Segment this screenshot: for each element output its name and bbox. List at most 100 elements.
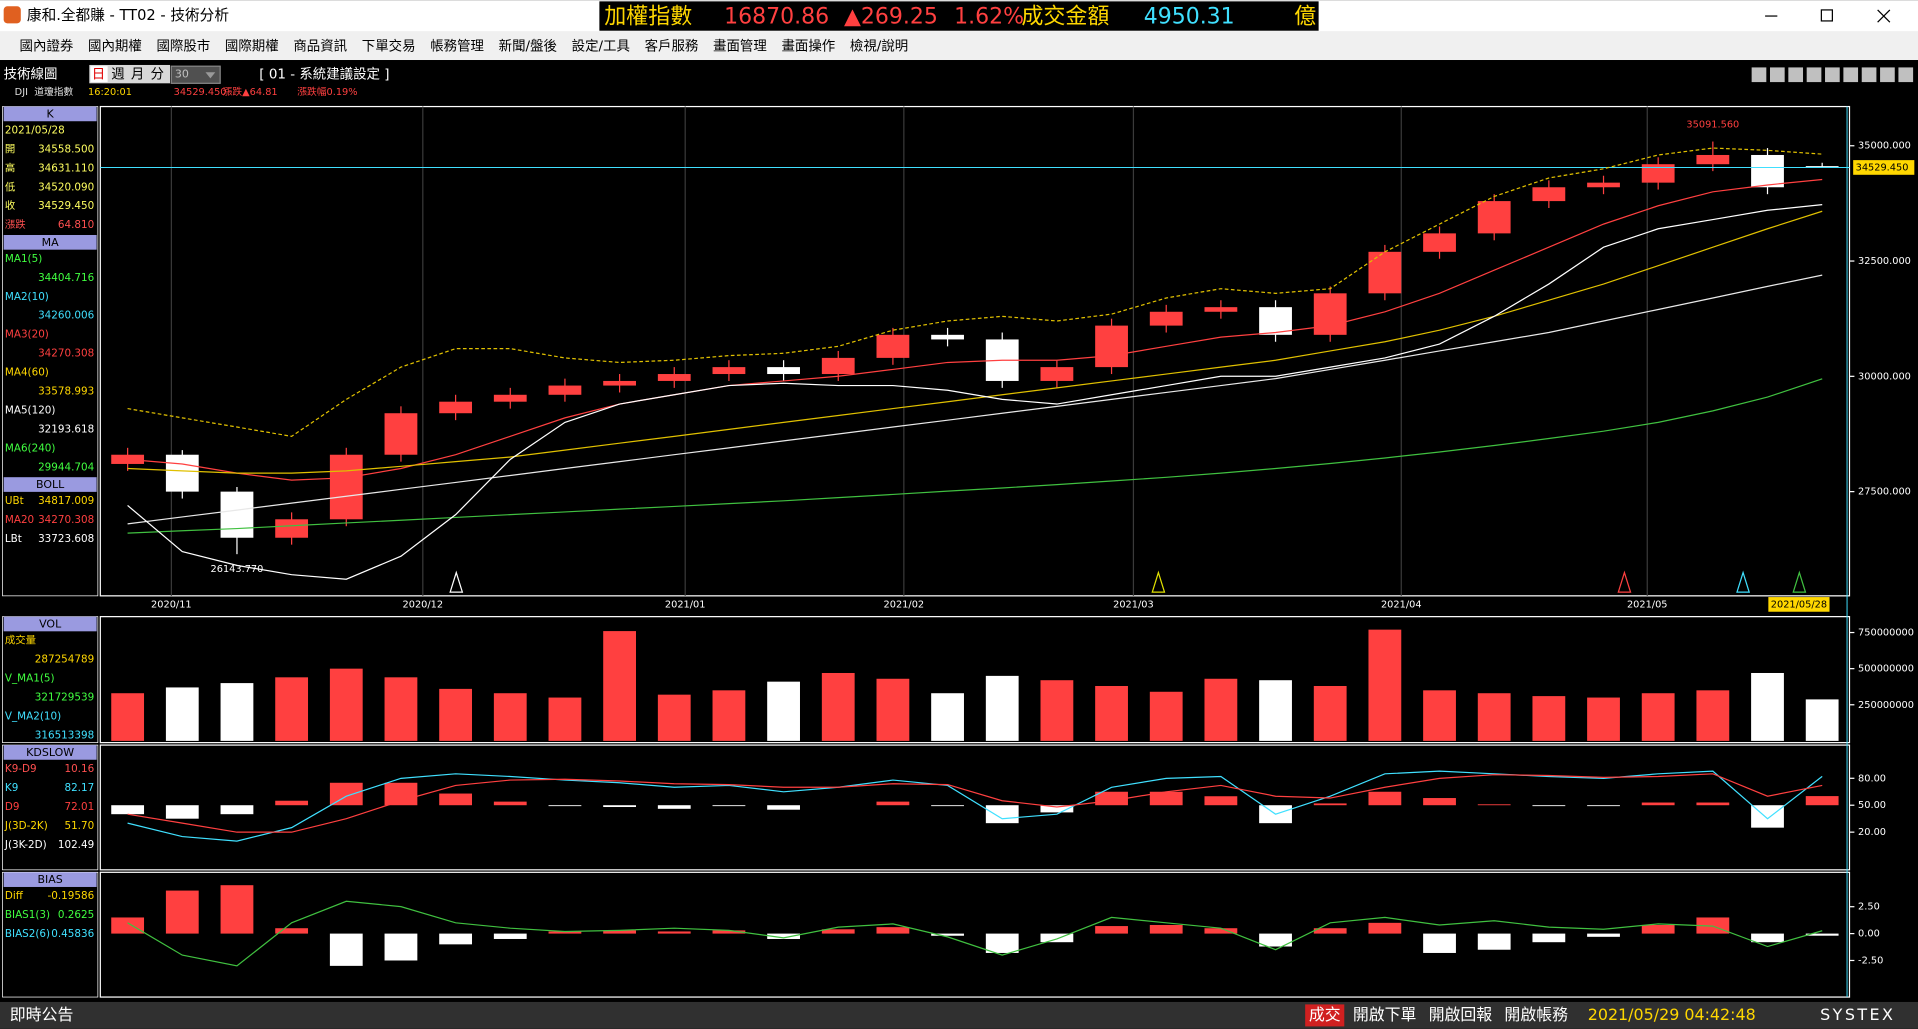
period-button[interactable]: 月	[131, 68, 144, 83]
candle-body	[220, 491, 254, 538]
candle-body	[1204, 307, 1238, 312]
period-active	[90, 66, 108, 83]
panel-frame	[99, 871, 1851, 998]
y-tick-label: 500000000	[1858, 664, 1914, 675]
x-tick-label: 2021/04	[1381, 599, 1422, 610]
last-date-bg	[1768, 597, 1830, 612]
indicator-bar	[111, 917, 145, 934]
sidebar-label: J(3K-2D)	[4, 839, 47, 851]
sidebar-label: MA4(60)	[5, 367, 49, 379]
volume-bar	[165, 687, 199, 741]
candle-body	[275, 519, 309, 538]
indicator-bar	[767, 933, 800, 939]
indicator-bar	[275, 800, 309, 806]
indicator-bar	[767, 805, 800, 810]
workspace	[0, 60, 1918, 1029]
indicator-bar	[712, 930, 746, 934]
restore-button[interactable]	[1820, 9, 1833, 22]
sidebar-label: MA2(10)	[5, 291, 49, 303]
indicator-bar	[1532, 933, 1566, 943]
turnover: 4950.31	[1144, 4, 1235, 29]
sidebar-header-text: KDSLOW	[26, 746, 74, 759]
menu-item[interactable]: 客戶服務	[645, 38, 699, 55]
status-button[interactable]: 開啟帳務	[1504, 1005, 1568, 1024]
indicator-bar	[384, 782, 418, 806]
volume-bar	[1204, 678, 1238, 741]
sidebar-frame	[2, 616, 99, 743]
setting-name[interactable]: [ 01 - 系統建議設定 ]	[259, 67, 389, 83]
tool-button[interactable]	[1769, 67, 1785, 83]
tool-button[interactable]	[1788, 67, 1804, 83]
menu-item[interactable]: 檢視/說明	[850, 38, 908, 55]
menu-item[interactable]: 國內期權	[88, 39, 142, 55]
count-dropdown[interactable]	[170, 65, 221, 84]
candle-body	[1805, 166, 1839, 168]
indicator-line	[127, 773, 1823, 833]
sidebar-value: 321729539	[35, 691, 94, 703]
sidebar-value: 34631.110	[38, 162, 94, 174]
tool-button[interactable]	[1751, 67, 1767, 83]
sidebar-value: 34817.009	[38, 495, 94, 507]
period-button[interactable]: 週	[111, 67, 124, 83]
menu-item[interactable]: 國際股市	[156, 38, 210, 55]
candle-body	[1641, 164, 1675, 183]
tool-button[interactable]	[1825, 67, 1840, 83]
status-button[interactable]: 開啟回報	[1429, 1005, 1493, 1024]
sidebar-value: 34520.090	[38, 181, 94, 193]
sidebar-label: BIAS2(6)	[5, 928, 50, 940]
tool-button[interactable]	[1880, 67, 1895, 83]
y-tick-label: 32500.000	[1858, 256, 1911, 267]
notice[interactable]: 即時公告	[10, 1005, 74, 1024]
candle-body	[603, 380, 636, 386]
sidebar-value: 34558.500	[38, 143, 94, 155]
status-button[interactable]: 開啟下單	[1353, 1005, 1417, 1024]
x-tick-label: 2020/11	[151, 599, 192, 610]
menu-item[interactable]: 畫面操作	[781, 39, 835, 55]
indicator-bar	[1204, 928, 1238, 934]
candle-body	[1532, 187, 1566, 202]
sidebar-header	[3, 745, 97, 760]
menu-item[interactable]: 帳務管理	[430, 39, 484, 55]
quote-change: 漲跌▲64.81	[223, 85, 278, 98]
last-price-bg	[1853, 160, 1915, 175]
volume-bar	[876, 678, 910, 741]
sidebar-value: 32193.618	[38, 423, 94, 435]
menu-item[interactable]: 畫面管理	[713, 39, 767, 55]
tool-button[interactable]	[1806, 67, 1822, 83]
status-bar	[0, 1001, 1918, 1029]
ticker-percent: 1.62%	[954, 4, 1024, 29]
close-button[interactable]	[1877, 9, 1891, 23]
volume-bar	[1696, 690, 1730, 741]
menu-item[interactable]: 國際期權	[225, 39, 279, 55]
candle-body	[931, 334, 964, 340]
indicator-bar	[1423, 933, 1456, 953]
indicator-bar	[876, 801, 910, 806]
sidebar-value: 34404.716	[38, 272, 94, 284]
tool-button[interactable]	[1898, 67, 1914, 83]
sidebar-value: 33578.993	[38, 386, 94, 398]
tool-button[interactable]	[1861, 67, 1877, 83]
y-tick-label: 50.00	[1858, 800, 1886, 811]
menu-item[interactable]: 下單交易	[362, 38, 416, 55]
indicator-line	[127, 378, 1823, 534]
panel-frame	[99, 744, 1851, 871]
sidebar-label: D9	[5, 801, 20, 813]
tool-button[interactable]	[1843, 67, 1859, 83]
volume-bar	[1751, 672, 1784, 741]
volume-bar	[1477, 693, 1511, 741]
indicator-bar	[603, 930, 636, 934]
candle-body	[821, 357, 855, 375]
menu-item[interactable]: 新聞/盤後	[499, 39, 558, 55]
volume-bar	[1259, 680, 1292, 741]
period-button[interactable]: 日	[92, 68, 105, 83]
status-button[interactable]: 成交	[1309, 1005, 1341, 1024]
sidebar-value: 82.17	[64, 782, 94, 794]
sidebar-header-text: VOL	[39, 618, 62, 631]
candle-body	[1587, 182, 1620, 188]
menu-item[interactable]: 商品資訊	[293, 39, 347, 55]
periods: 日週月分	[90, 66, 164, 83]
quote-time: 16:20:01	[88, 87, 132, 98]
menu-item[interactable]: 國內證券	[20, 38, 74, 55]
period-button[interactable]: 分	[150, 67, 163, 83]
menu-item[interactable]: 設定/工具	[572, 39, 630, 55]
